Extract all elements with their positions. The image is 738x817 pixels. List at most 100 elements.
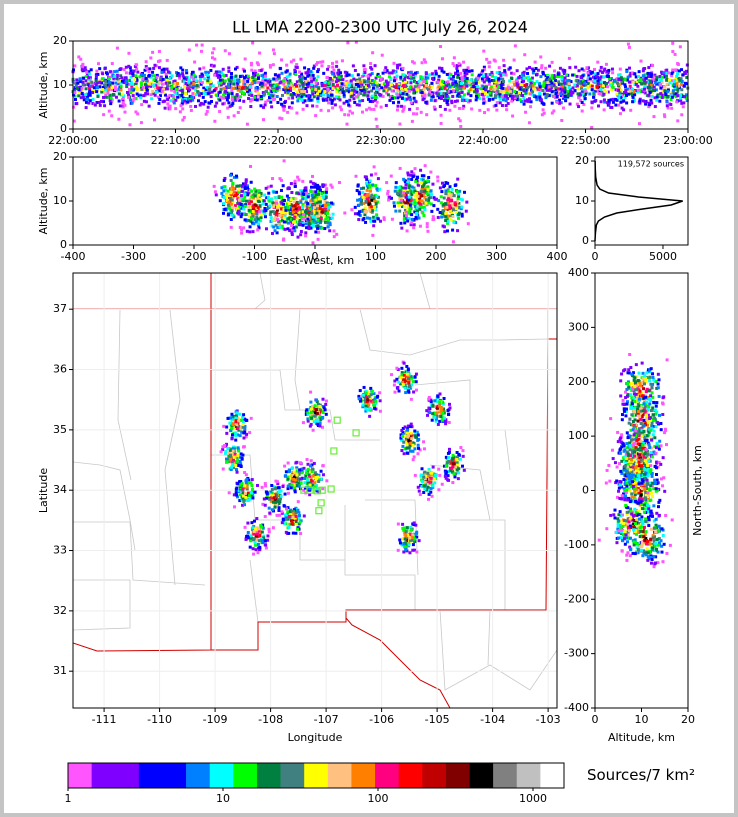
source-pixel xyxy=(266,86,270,90)
source-pixel xyxy=(424,75,428,79)
source-pixel xyxy=(224,86,228,90)
source-pixel xyxy=(272,84,276,88)
source-pixel xyxy=(174,91,178,95)
source-pixel xyxy=(297,484,301,488)
source-pixel xyxy=(536,68,540,72)
source-pixel xyxy=(599,92,603,96)
source-pixel xyxy=(457,213,461,217)
source-pixel xyxy=(558,101,562,105)
source-pixel xyxy=(105,83,109,87)
source-pixel xyxy=(188,78,192,82)
source-pixel xyxy=(126,78,130,82)
source-pixel xyxy=(319,202,323,206)
source-pixel xyxy=(676,119,680,123)
source-pixel xyxy=(487,61,491,65)
source-pixel xyxy=(326,87,330,91)
source-pixel xyxy=(631,95,635,99)
source-pixel xyxy=(209,95,213,99)
source-pixel xyxy=(547,77,551,81)
source-pixel xyxy=(329,77,333,81)
source-pixel xyxy=(643,85,647,89)
source-pixel xyxy=(210,56,214,60)
source-pixel xyxy=(671,70,675,74)
source-pixel xyxy=(463,98,467,102)
source-pixel xyxy=(189,81,193,85)
source-pixel xyxy=(123,110,127,114)
source-pixel xyxy=(318,91,322,95)
source-pixel xyxy=(362,85,366,89)
source-pixel xyxy=(540,66,544,70)
source-pixel xyxy=(374,184,378,188)
source-pixel xyxy=(326,211,330,215)
source-pixel xyxy=(236,197,240,201)
source-pixel xyxy=(322,98,326,102)
source-pixel xyxy=(417,201,421,205)
source-pixel xyxy=(186,100,190,104)
source-pixel xyxy=(443,86,447,90)
source-pixel xyxy=(236,110,240,114)
source-pixel xyxy=(446,220,450,224)
source-pixel xyxy=(496,92,500,96)
source-pixel xyxy=(184,101,188,105)
source-pixel xyxy=(453,99,457,103)
source-pixel xyxy=(638,97,642,101)
source-pixel xyxy=(243,57,247,61)
source-pixel xyxy=(366,94,370,98)
source-pixel xyxy=(301,213,305,217)
source-pixel xyxy=(115,77,119,81)
source-pixel xyxy=(297,220,301,224)
source-pixel xyxy=(238,95,242,99)
source-pixel xyxy=(520,88,524,92)
source-pixel xyxy=(584,89,588,93)
source-pixel xyxy=(158,89,162,93)
source-pixel xyxy=(563,71,567,75)
source-pixel xyxy=(324,80,328,84)
source-pixel xyxy=(236,488,240,492)
source-pixel xyxy=(183,85,187,89)
source-pixel xyxy=(643,100,647,104)
source-pixel xyxy=(488,91,492,95)
source-pixel xyxy=(307,73,311,77)
source-pixel xyxy=(498,95,502,99)
source-pixel xyxy=(238,194,242,198)
source-pixel xyxy=(432,105,436,109)
source-pixel xyxy=(170,74,174,78)
source-pixel xyxy=(297,472,301,476)
state-border xyxy=(345,617,451,708)
source-pixel xyxy=(663,89,667,93)
source-pixel xyxy=(406,190,410,194)
source-pixel xyxy=(398,122,402,126)
source-pixel xyxy=(151,89,155,93)
source-pixel xyxy=(295,473,299,477)
source-pixel xyxy=(659,86,663,90)
source-pixel xyxy=(311,174,315,178)
source-pixel xyxy=(311,215,315,219)
source-pixel xyxy=(441,57,445,61)
source-pixel xyxy=(680,101,684,105)
source-pixel xyxy=(152,74,156,78)
source-pixel xyxy=(300,205,304,209)
source-pixel xyxy=(460,212,464,216)
source-pixel xyxy=(324,190,328,194)
source-pixel xyxy=(229,85,233,89)
source-pixel xyxy=(528,97,532,101)
source-pixel xyxy=(147,87,151,91)
source-pixel xyxy=(103,85,107,89)
source-pixel xyxy=(297,210,301,214)
source-pixel xyxy=(258,204,262,208)
source-pixel xyxy=(567,78,571,82)
source-pixel xyxy=(288,72,292,76)
source-pixel xyxy=(302,488,306,492)
source-pixel xyxy=(446,201,450,205)
source-pixel xyxy=(282,79,286,83)
source-pixel xyxy=(184,69,188,73)
source-pixel xyxy=(457,192,461,196)
source-pixel xyxy=(387,75,391,79)
source-pixel xyxy=(234,67,238,71)
source-pixel xyxy=(562,96,566,100)
source-pixel xyxy=(183,99,187,103)
source-pixel xyxy=(134,85,138,89)
source-pixel xyxy=(155,80,159,84)
source-pixel xyxy=(169,99,173,103)
source-pixel xyxy=(392,61,396,65)
